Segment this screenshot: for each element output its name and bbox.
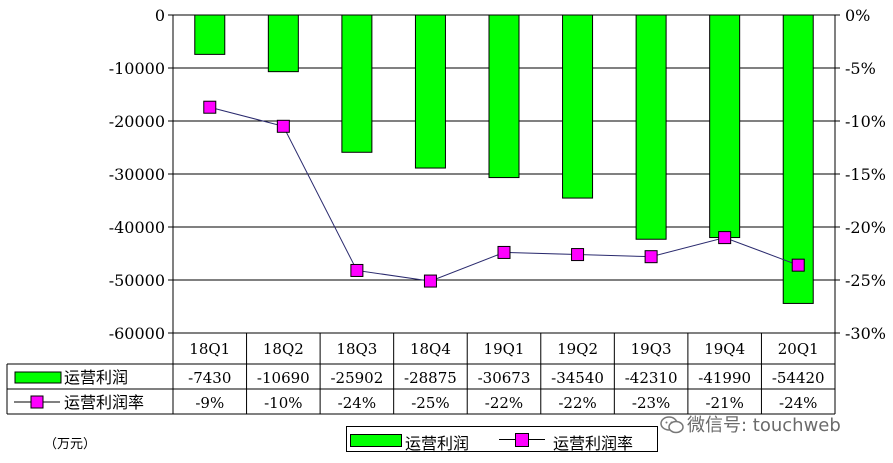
left-tick-label: -40000 <box>109 218 165 237</box>
legend-bar-swatch <box>350 434 402 447</box>
bar <box>341 14 373 153</box>
watermark: 微信号: touchweb <box>660 411 841 437</box>
right-tick-label: -25% <box>845 271 886 290</box>
category-label: 19Q3 <box>631 340 672 358</box>
data-label-margin: -23% <box>632 394 670 412</box>
category-label: 18Q3 <box>336 340 377 358</box>
data-label-profit: -7430 <box>188 369 231 387</box>
right-tick-label: -30% <box>845 324 886 343</box>
line-series <box>203 100 805 288</box>
left-tick-label: -20000 <box>109 112 165 131</box>
data-table: 18Q1 -7430 -9% 18Q2 -10690 -10% 18Q3 -25902 -24%… <box>6 332 836 415</box>
data-label-margin: -22% <box>485 394 523 412</box>
data-label-profit: -42310 <box>625 369 678 387</box>
data-label-margin: -24% <box>779 394 817 412</box>
data-label-profit: -10690 <box>257 369 310 387</box>
line-point <box>276 119 290 133</box>
bar <box>488 14 520 179</box>
line-point <box>497 245 511 259</box>
bar <box>562 14 594 199</box>
table-key-bar <box>14 371 62 384</box>
data-label-margin: -25% <box>411 394 449 412</box>
wechat-icon <box>660 416 684 434</box>
right-tick-label: -5% <box>845 59 876 78</box>
data-label-profit: -41990 <box>698 369 751 387</box>
legend-label-margin: 运营利润率 <box>553 434 634 453</box>
bar <box>414 14 446 169</box>
data-label-profit: -34540 <box>551 369 604 387</box>
right-tick-label: -10% <box>845 112 886 131</box>
category-label: 19Q1 <box>484 340 525 358</box>
data-label-margin: -9% <box>195 394 224 412</box>
right-tick-label: -15% <box>845 165 886 184</box>
legend: 运营利润 运营利润率 <box>346 426 658 453</box>
data-label-profit: -28875 <box>404 369 457 387</box>
category-label: 18Q4 <box>410 340 451 358</box>
line-point <box>718 231 732 245</box>
category-label: 19Q4 <box>704 340 745 358</box>
left-tick-label: 0 <box>155 6 165 25</box>
bar <box>709 14 741 239</box>
series-label-profit: 运营利润 <box>64 368 128 387</box>
data-label-margin: -21% <box>705 394 743 412</box>
bar <box>194 14 226 55</box>
category-label: 18Q1 <box>189 340 230 358</box>
left-tick-label: -50000 <box>109 271 165 290</box>
left-tick-label: -30000 <box>109 165 165 184</box>
legend-marker-swatch <box>515 433 529 447</box>
data-label-margin: -10% <box>264 394 302 412</box>
legend-label-profit: 运营利润 <box>405 434 470 453</box>
bar <box>267 14 299 73</box>
bar <box>782 14 814 304</box>
line-point <box>203 100 217 114</box>
line-point <box>423 274 437 288</box>
unit-label: （万元） <box>44 437 97 452</box>
data-label-margin: -22% <box>558 394 596 412</box>
series-label-margin: 运营利润率 <box>64 393 144 412</box>
line-point <box>350 263 364 277</box>
category-label: 19Q2 <box>557 340 598 358</box>
data-label-profit: -30673 <box>478 369 531 387</box>
watermark-text: 微信号: touchweb <box>687 415 841 436</box>
left-tick-label: -60000 <box>109 324 165 343</box>
data-label-profit: -25902 <box>330 369 383 387</box>
bar-series <box>194 14 814 304</box>
line-point <box>571 248 585 262</box>
table-key-marker <box>30 395 44 409</box>
category-label: 18Q2 <box>263 340 304 358</box>
line-point <box>791 258 805 272</box>
data-label-margin: -24% <box>338 394 376 412</box>
left-tick-label: -10000 <box>109 59 165 78</box>
axes: 0 -10000 -20000 -30000 -40000 -50000 -60000 0% -… <box>109 6 886 343</box>
bar <box>635 14 667 240</box>
line-point <box>644 250 658 264</box>
category-label: 20Q1 <box>778 340 819 358</box>
data-label-profit: -54420 <box>772 369 825 387</box>
right-tick-label: 0% <box>845 6 870 25</box>
right-tick-label: -20% <box>845 218 886 237</box>
